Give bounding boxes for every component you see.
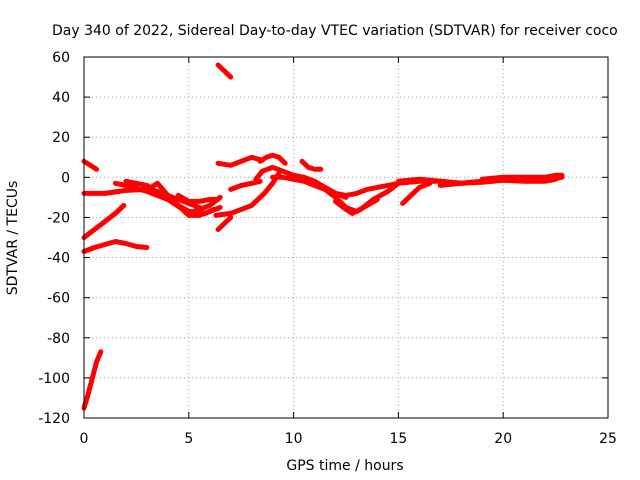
series-arc-10 xyxy=(215,62,234,80)
series-arc-16 xyxy=(257,152,288,166)
y-tick-label: -20 xyxy=(47,210,70,226)
y-axis-label: SDTVAR / TECUs xyxy=(5,181,21,296)
series-arc-12 xyxy=(213,170,282,218)
grid-lines xyxy=(84,57,608,418)
x-tick-label: 0 xyxy=(80,431,89,447)
series-arc-2 xyxy=(81,239,150,254)
x-tick-label: 20 xyxy=(494,431,512,447)
series-arc-13 xyxy=(215,154,265,168)
series-arc-8 xyxy=(148,180,223,218)
y-tick-label: 40 xyxy=(52,90,70,106)
series-arc-1 xyxy=(81,349,104,411)
series-layer xyxy=(81,62,565,411)
y-tick-label: -100 xyxy=(38,371,70,387)
series-arc-23 xyxy=(437,173,565,188)
series-arc-20 xyxy=(333,180,401,216)
series-arc-5 xyxy=(81,158,100,172)
x-axis-label: GPS time / hours xyxy=(286,458,403,474)
y-tick-label: -80 xyxy=(47,331,70,347)
plot-frame xyxy=(83,56,609,419)
series-arc-18 xyxy=(299,158,324,172)
series-arc-11 xyxy=(215,214,234,232)
x-tick-label: 10 xyxy=(285,431,303,447)
series-arc-14 xyxy=(228,178,263,192)
y-tick-label: 60 xyxy=(52,50,70,66)
x-tick-labels: 0 5 10 15 20 25 xyxy=(80,431,617,447)
y-tick-label: 0 xyxy=(61,170,70,186)
x-tick-label: 5 xyxy=(184,431,193,447)
y-tick-label: -60 xyxy=(47,291,70,307)
y-tick-label: -40 xyxy=(47,251,70,267)
series-arc-3 xyxy=(81,202,127,240)
series-arc-9 xyxy=(175,192,221,204)
x-tick-label: 15 xyxy=(389,431,407,447)
x-tick-label: 25 xyxy=(599,431,617,447)
series-arc-24 xyxy=(479,172,565,182)
series-arc-21 xyxy=(400,180,433,206)
y-tick-label: -120 xyxy=(38,411,70,427)
chart-title: Day 340 of 2022, Sidereal Day-to-day VTE… xyxy=(52,23,618,39)
y-tick-label: 20 xyxy=(52,130,70,146)
axis-ticks xyxy=(83,56,609,419)
y-tick-labels: -120 -100 -80 -60 -40 -20 0 20 40 60 xyxy=(38,50,70,427)
